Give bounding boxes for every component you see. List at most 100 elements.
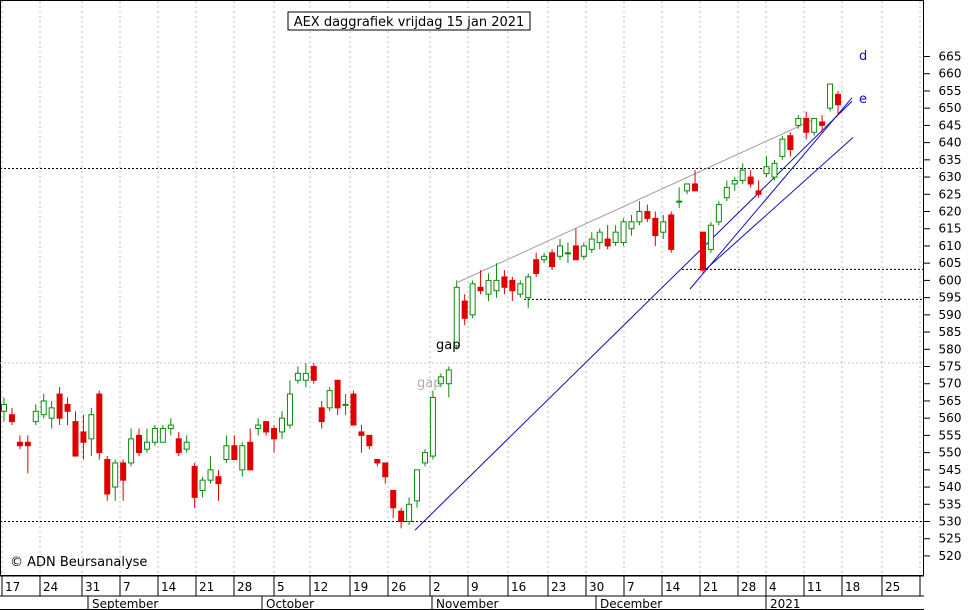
candle-body — [366, 434, 373, 447]
candle — [279, 411, 285, 439]
candle-body — [143, 441, 150, 450]
candle-body — [723, 186, 730, 199]
candle-body — [588, 238, 595, 250]
candle — [779, 135, 786, 160]
candle — [302, 363, 309, 388]
candle — [414, 469, 421, 508]
candle-body — [429, 397, 436, 457]
y-tick-label: 575 — [939, 360, 962, 374]
candle — [183, 435, 190, 453]
y-tick-label: 550 — [939, 446, 962, 460]
candle-body — [827, 83, 834, 109]
y-tick-label: 555 — [939, 428, 962, 442]
candle-body — [493, 279, 500, 292]
candle — [715, 201, 722, 226]
candle-body — [747, 176, 754, 185]
candle-body — [350, 393, 357, 426]
candle-body — [104, 459, 111, 495]
candle-body — [541, 255, 548, 261]
candle — [191, 462, 198, 508]
candle-body — [8, 414, 15, 423]
y-tick-label: 585 — [939, 325, 962, 339]
trendline-label-d: d — [859, 49, 867, 64]
x-tick-label: 16 — [511, 580, 526, 594]
candle — [803, 111, 810, 140]
candle — [382, 462, 389, 484]
x-tick-label: 24 — [43, 580, 58, 594]
candle — [795, 115, 802, 129]
candle — [239, 442, 246, 477]
candle-body — [271, 428, 278, 440]
candle-body — [636, 211, 643, 223]
candle — [421, 449, 428, 467]
candle — [644, 204, 651, 222]
chart-title: AEX daggrafiek vrijdag 15 jan 2021 — [287, 11, 531, 31]
candle-body — [445, 369, 452, 385]
candle-body — [48, 407, 55, 419]
month-label: November — [436, 597, 498, 610]
candle-body — [684, 183, 691, 192]
candle — [310, 363, 317, 384]
candle — [771, 159, 778, 181]
month-label: September — [92, 597, 158, 610]
y-tick-label: 590 — [939, 308, 962, 322]
candle-body — [294, 372, 301, 381]
y-tick-label: 565 — [939, 394, 962, 408]
gap-label-lower: gap — [417, 376, 441, 391]
y-tick-label: 560 — [939, 411, 962, 425]
x-tick-label: 18 — [845, 580, 860, 594]
x-tick-label: 21 — [703, 580, 718, 594]
candle — [660, 214, 667, 240]
candle — [819, 115, 826, 133]
candle-body — [88, 414, 95, 440]
x-tick-label: 21 — [199, 580, 214, 594]
x-tick-label: 31 — [85, 580, 100, 594]
x-tick-label: 28 — [741, 580, 756, 594]
x-tick-label: 23 — [551, 580, 566, 594]
candle — [215, 469, 222, 501]
candle-body — [334, 379, 341, 409]
candle-body — [453, 286, 460, 347]
candle — [541, 252, 548, 264]
y-tick-label: 605 — [939, 256, 962, 270]
candle — [326, 387, 333, 412]
candle-body — [40, 400, 47, 416]
gap-label-upper: gap — [436, 338, 460, 353]
candle-body — [549, 252, 556, 268]
candle — [739, 163, 746, 184]
candle-body — [469, 283, 476, 316]
candle-body — [239, 445, 246, 471]
y-tick-label: 520 — [939, 549, 962, 563]
y-tick-label: 615 — [939, 222, 962, 236]
candle-body — [358, 431, 365, 436]
candle-body — [731, 180, 738, 185]
candle — [255, 418, 262, 436]
candle-body — [398, 510, 405, 523]
candle — [692, 170, 699, 192]
candle — [80, 414, 87, 460]
candle-body — [557, 245, 563, 257]
x-tick-label: 5 — [277, 580, 285, 594]
candle-body — [707, 224, 714, 250]
candle — [8, 407, 15, 426]
candle — [747, 170, 754, 188]
candle-body — [255, 424, 262, 430]
candle — [445, 366, 452, 398]
candle-body — [533, 259, 540, 275]
candle — [699, 231, 706, 274]
candle — [32, 404, 39, 426]
x-tick-label: 11 — [807, 580, 822, 594]
candle — [469, 280, 476, 319]
candle — [223, 435, 230, 463]
y-tick-label: 595 — [939, 291, 962, 305]
candle-body — [596, 231, 603, 244]
candle — [374, 459, 381, 467]
candle-body — [739, 169, 746, 182]
candle — [286, 380, 293, 429]
candle-body — [795, 118, 802, 126]
candle — [136, 428, 143, 457]
candle — [151, 425, 158, 446]
candle — [199, 476, 206, 498]
candle-body — [715, 204, 722, 223]
candle-body — [421, 452, 428, 464]
